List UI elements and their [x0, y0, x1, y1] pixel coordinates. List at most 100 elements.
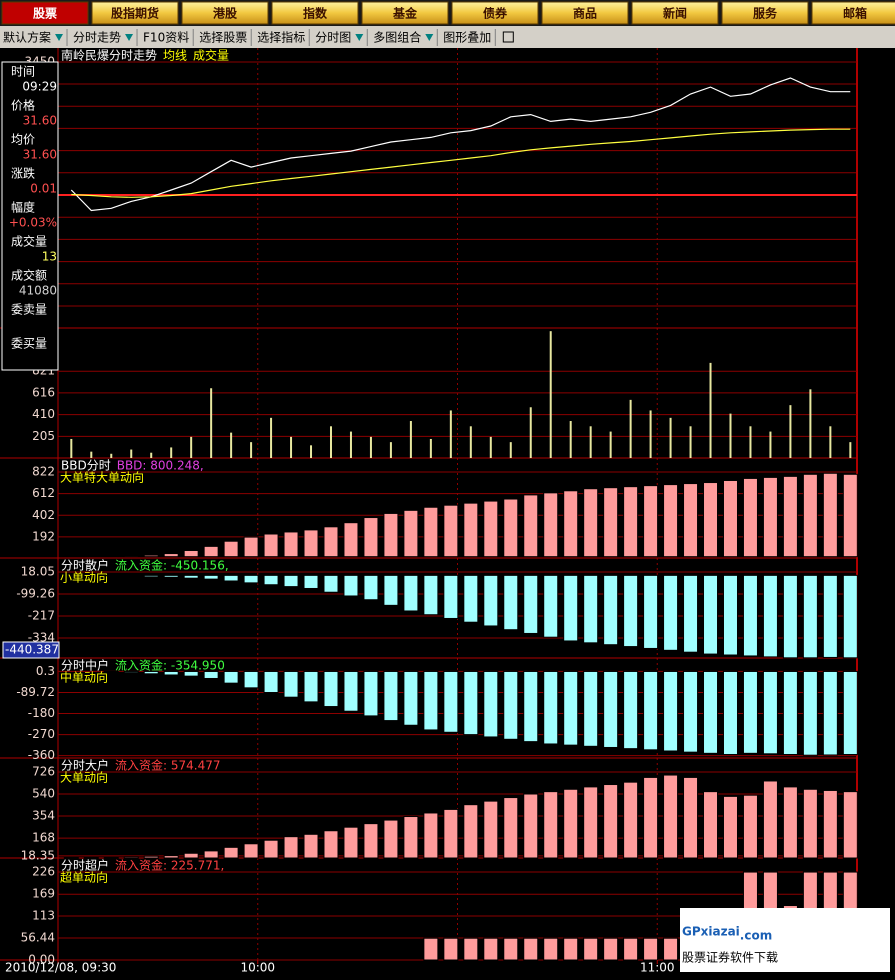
- menu-button[interactable]: [451, 1, 539, 25]
- flow-bar: [623, 670, 639, 750]
- menu-label[interactable]: 股票: [33, 6, 57, 21]
- dropdown-arrow[interactable]: [355, 34, 364, 41]
- flow-bar: [183, 549, 199, 558]
- price-line: [71, 128, 851, 198]
- menu-label[interactable]: 新闻: [663, 6, 687, 21]
- flow-bar: [423, 506, 439, 558]
- flow-bar: [303, 670, 319, 703]
- flow-bar: [802, 473, 818, 558]
- menu-label[interactable]: 基金: [392, 6, 418, 21]
- menu-label[interactable]: 指数: [303, 6, 328, 21]
- y-tick-label: 226: [32, 865, 55, 879]
- panel-subtitle: 超单动向: [60, 870, 108, 885]
- flow-bar: [403, 670, 419, 726]
- flow-bar: [163, 670, 179, 676]
- flow-bar: [523, 793, 539, 859]
- flow-bar: [143, 554, 159, 558]
- info-value: 09:29: [22, 80, 57, 94]
- panel-title: 流入资金: -354.950: [115, 658, 225, 673]
- dropdown-arrow[interactable]: [55, 34, 64, 41]
- flow-bar: [663, 670, 679, 752]
- toolbar-item[interactable]: 分时走势: [73, 31, 121, 45]
- flow-bar: [603, 574, 619, 646]
- menu-button[interactable]: [631, 1, 719, 25]
- y-tick-label: 822: [32, 465, 55, 479]
- volume-bar: [369, 436, 372, 458]
- menu-label[interactable]: 邮箱: [843, 6, 867, 21]
- dropdown-arrow[interactable]: [425, 34, 434, 41]
- flow-bar: [143, 670, 159, 675]
- flow-bar: [83, 856, 99, 859]
- toolbar-item[interactable]: 默认方案: [3, 30, 51, 45]
- flow-bar: [483, 574, 499, 627]
- cursor-box: [2, 641, 60, 659]
- info-label: 幅度: [11, 200, 35, 215]
- volume-bar: [329, 426, 332, 458]
- toolbar-item[interactable]: 多图组合: [373, 30, 421, 45]
- toolbar-item[interactable]: 分时图: [315, 31, 351, 45]
- flow-bar: [683, 776, 699, 859]
- volume-bar: [509, 442, 512, 458]
- watermark-box: [680, 908, 890, 972]
- y-tick-label: 113: [32, 909, 55, 923]
- flow-bar: [183, 852, 199, 859]
- volume-bar: [709, 362, 712, 458]
- menu-button[interactable]: [1, 1, 89, 25]
- flow-bar: [683, 483, 699, 558]
- menu-label[interactable]: 服务: [753, 6, 778, 21]
- menu-button[interactable]: [721, 1, 809, 25]
- volume-bar: [389, 442, 392, 458]
- toolbar-item[interactable]: F10资料: [143, 31, 189, 45]
- toolbar-item[interactable]: 图形叠加: [443, 31, 491, 45]
- toolbar-item[interactable]: 选择股票: [199, 31, 247, 45]
- flow-bar: [722, 670, 738, 755]
- toolbar-item[interactable]: 选择指标: [257, 30, 305, 45]
- flow-bar: [842, 670, 858, 755]
- flow-bar: [603, 487, 619, 558]
- menu-button[interactable]: [541, 1, 629, 25]
- flow-bar: [263, 670, 279, 694]
- flow-bar: [223, 540, 239, 558]
- flow-bar: [583, 786, 599, 859]
- flow-bar: [563, 937, 579, 961]
- volume-bar: [449, 410, 452, 458]
- info-value: 41080: [19, 284, 57, 298]
- flow-bar: [842, 473, 858, 558]
- flow-bar: [203, 574, 219, 580]
- info-label: 成交额: [11, 268, 47, 283]
- y-tick-label: -89.72: [16, 685, 55, 699]
- y-tick-label: -360: [28, 748, 55, 762]
- lock-icon[interactable]: [502, 31, 514, 43]
- menu-label[interactable]: 商品: [573, 6, 597, 21]
- y-tick-label: -180: [28, 706, 55, 720]
- menu-label[interactable]: 港股: [213, 6, 238, 21]
- menu-button[interactable]: [91, 1, 179, 25]
- menu-button[interactable]: [811, 1, 895, 25]
- flow-bar: [762, 670, 778, 755]
- dropdown-arrow[interactable]: [125, 34, 134, 41]
- menu-button[interactable]: [361, 1, 449, 25]
- flow-bar: [623, 486, 639, 558]
- flow-bar: [742, 670, 758, 754]
- flow-bar: [443, 670, 459, 733]
- menu-button[interactable]: [181, 1, 269, 25]
- flow-bar: [383, 512, 399, 558]
- flow-bar: [703, 574, 719, 655]
- flow-bar: [203, 545, 219, 558]
- menu-label[interactable]: 债券: [483, 6, 508, 21]
- menu-label[interactable]: 股指期货: [111, 6, 159, 21]
- flow-bar: [643, 937, 659, 961]
- flow-bar: [623, 574, 639, 648]
- flow-bar: [423, 937, 439, 961]
- menu-button[interactable]: [271, 1, 359, 25]
- flow-bar: [742, 477, 758, 558]
- flow-bar: [163, 574, 179, 578]
- flow-bar: [722, 574, 738, 656]
- volume-bar: [429, 438, 432, 458]
- flow-bar: [483, 670, 499, 738]
- y-tick-label: 56.44: [21, 931, 55, 945]
- y-tick-label: 169: [32, 887, 55, 901]
- info-label: 时间: [11, 65, 35, 79]
- flow-bar: [263, 533, 279, 558]
